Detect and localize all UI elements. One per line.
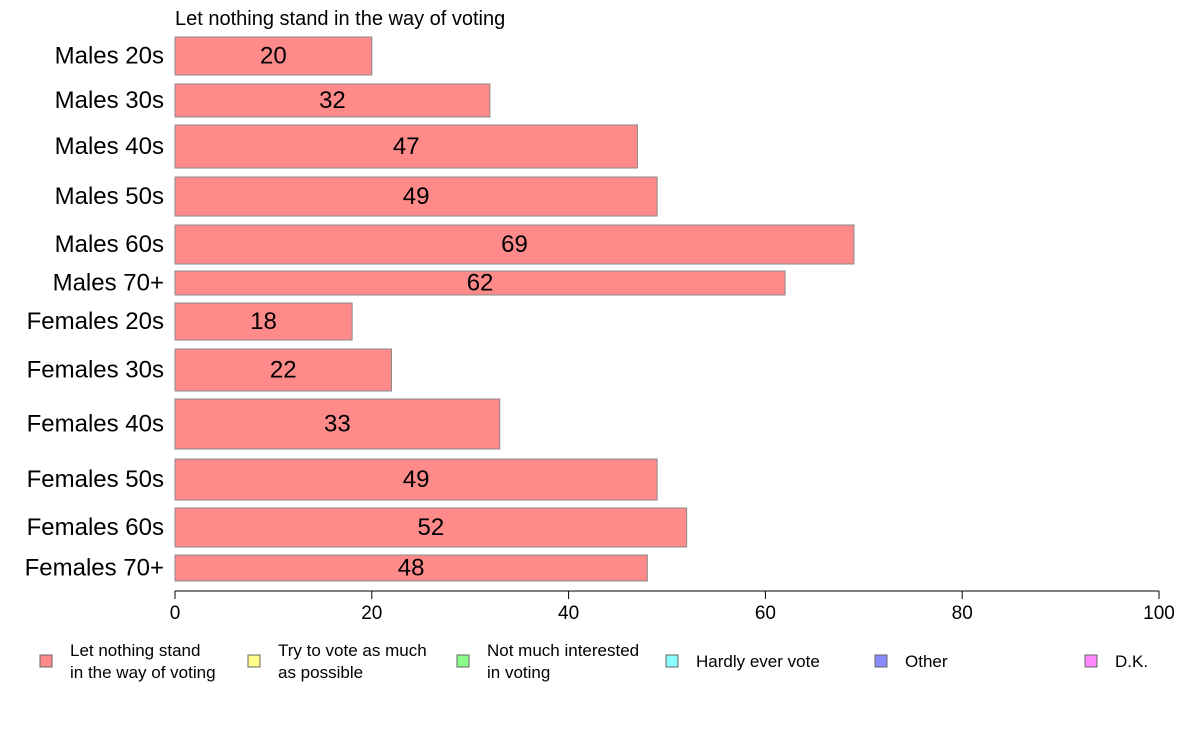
bar-value-label: 22 (270, 357, 297, 384)
legend-swatch (874, 654, 888, 668)
bar (174, 83, 491, 118)
bar-value-label: 49 (403, 183, 430, 210)
legend-item: Let nothing stand in the way of voting (39, 641, 216, 682)
legend-swatch (1084, 654, 1098, 668)
legend-label-line: as possible (278, 663, 363, 682)
legend-label-line: Not much interested (487, 641, 639, 660)
bar-group: 20 Males 20s 32 Males 30s 47 Males 40s 49 Males… (25, 36, 855, 582)
bar-value-label: 20 (260, 43, 287, 70)
category-label: Females 50s (27, 466, 164, 493)
chart-title: Let nothing stand in the way of voting (175, 8, 505, 30)
bar-value-label: 32 (319, 87, 346, 114)
legend-swatch (39, 654, 53, 668)
legend-label-line: Let nothing stand (70, 641, 200, 660)
bar (174, 458, 658, 501)
legend-label: Other (905, 652, 948, 671)
bar-value-label: 49 (403, 466, 430, 493)
legend-label: D.K. (1115, 652, 1148, 671)
legend-label: Let nothing stand in the way of voting (70, 641, 216, 682)
category-label: Females 60s (27, 514, 164, 541)
bar-value-label: 69 (501, 231, 528, 258)
category-label: Males 60s (55, 231, 164, 258)
legend-label-line: in the way of voting (70, 663, 216, 682)
legend-item: Other (874, 652, 948, 671)
legend-swatch (665, 654, 679, 668)
x-tick-label: 20 (361, 603, 382, 624)
legend-label: Try to vote as much as possible (278, 641, 427, 682)
legend-label: Not much interested in voting (487, 641, 639, 682)
bar (174, 124, 638, 169)
bar-value-label: 62 (467, 270, 494, 297)
x-axis: 0 20 40 60 80 100 (170, 590, 1175, 624)
legend-item: Try to vote as much as possible (247, 641, 427, 682)
bar (174, 36, 373, 76)
x-tick-label: 60 (755, 603, 776, 624)
category-label: Males 20s (55, 43, 164, 70)
category-label: Males 30s (55, 87, 164, 114)
bar-value-label: 18 (250, 308, 277, 335)
legend-item: D.K. (1084, 652, 1148, 671)
bar (174, 554, 648, 582)
legend-swatch (247, 654, 261, 668)
x-tick-label: 100 (1143, 603, 1175, 624)
legend-swatch (456, 654, 470, 668)
legend-label-line: in voting (487, 663, 550, 682)
category-label: Females 40s (27, 411, 164, 438)
x-tick-label: 40 (558, 603, 579, 624)
bar (174, 348, 392, 392)
bar (174, 302, 353, 341)
category-label: Females 30s (27, 357, 164, 384)
legend: Let nothing stand in the way of voting Try… (39, 641, 1148, 682)
bar (174, 224, 855, 265)
bar (174, 176, 658, 217)
x-tick-label: 0 (170, 603, 181, 624)
bar-value-label: 33 (324, 411, 351, 438)
category-label: Females 70+ (25, 555, 164, 582)
legend-label-line: Try to vote as much (278, 641, 427, 660)
bar-value-label: 52 (417, 514, 444, 541)
bar (174, 270, 786, 296)
category-label: Males 50s (55, 183, 164, 210)
category-label: Females 20s (27, 308, 164, 335)
legend-item: Not much interested in voting (456, 641, 639, 682)
category-label: Males 70+ (53, 270, 164, 297)
x-tick-label: 80 (952, 603, 973, 624)
legend-label: Hardly ever vote (696, 652, 820, 671)
bar (174, 507, 688, 548)
bar-value-label: 48 (398, 555, 425, 582)
category-label: Males 40s (55, 133, 164, 160)
bar (174, 398, 501, 450)
legend-item: Hardly ever vote (665, 652, 820, 671)
bar-value-label: 47 (393, 133, 420, 160)
